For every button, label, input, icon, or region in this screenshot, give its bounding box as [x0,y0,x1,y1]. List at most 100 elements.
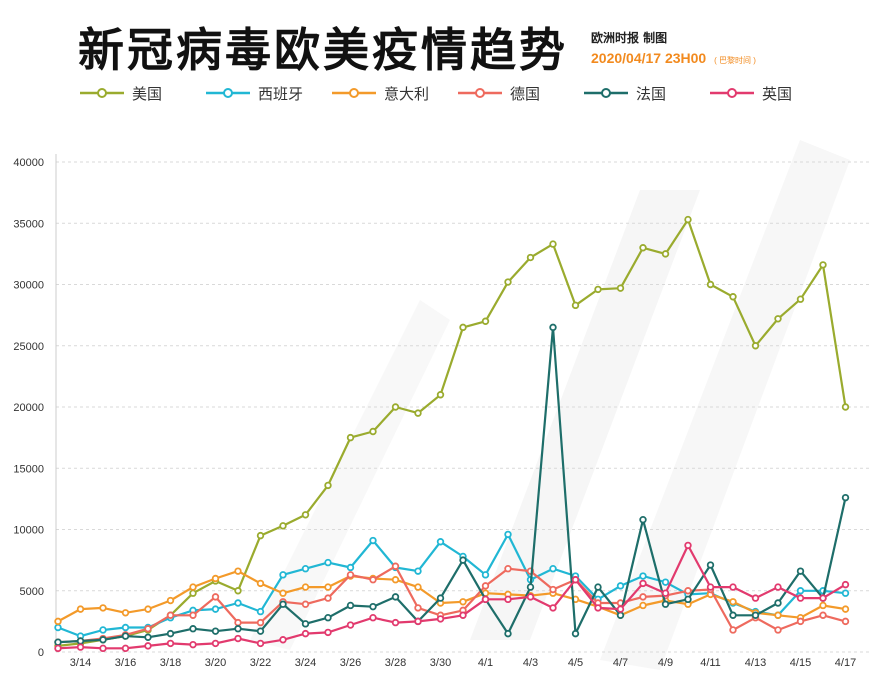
data-point[interactable] [301,565,310,573]
data-point[interactable] [211,627,220,635]
data-point[interactable] [796,295,805,303]
data-point[interactable] [639,572,647,580]
data-point[interactable] [504,629,512,638]
data-point[interactable] [301,600,310,608]
data-point[interactable] [594,583,602,591]
data-point[interactable] [684,587,692,595]
data-point[interactable] [256,579,265,588]
data-point[interactable] [391,618,400,627]
data-point[interactable] [256,607,265,616]
data-point[interactable] [189,625,197,633]
data-point[interactable] [774,611,782,619]
data-point[interactable] [301,629,310,638]
data-point[interactable] [414,409,422,417]
data-point[interactable] [436,615,445,623]
data-point[interactable] [684,595,692,604]
data-point[interactable] [54,623,62,632]
data-point[interactable] [346,621,355,629]
data-point[interactable] [751,342,760,350]
data-point[interactable] [639,579,647,588]
data-point[interactable] [504,278,512,286]
data-point[interactable] [841,403,850,411]
data-point[interactable] [144,625,152,633]
data-point[interactable] [346,601,355,610]
data-point[interactable] [661,600,670,608]
data-point[interactable] [346,433,355,442]
data-point[interactable] [436,391,445,399]
data-point[interactable] [234,599,242,607]
data-point[interactable] [121,609,130,617]
data-point[interactable] [369,427,377,436]
data-point[interactable] [211,593,220,601]
data-point[interactable] [549,604,557,612]
data-point[interactable] [301,620,310,628]
data-point[interactable] [211,574,220,583]
data-point[interactable] [166,596,175,605]
data-point[interactable] [841,493,850,502]
data-point[interactable] [616,284,625,292]
data-point[interactable] [729,626,737,634]
data-point[interactable] [639,593,647,601]
data-point[interactable] [256,618,265,627]
data-point[interactable] [526,253,535,262]
data-point[interactable] [234,587,242,595]
data-point[interactable] [54,638,62,646]
data-point[interactable] [166,629,175,638]
data-point[interactable] [706,583,715,591]
data-point[interactable] [481,317,490,325]
data-point[interactable] [324,481,332,490]
data-point[interactable] [459,556,467,564]
data-point[interactable] [504,530,512,539]
data-point[interactable] [256,639,265,648]
data-point[interactable] [549,323,557,332]
data-point[interactable] [346,571,355,579]
data-point[interactable] [571,629,580,638]
data-point[interactable] [279,571,287,579]
data-point[interactable] [54,644,62,653]
data-point[interactable] [729,598,737,606]
data-point[interactable] [189,640,197,649]
data-point[interactable] [774,626,782,634]
legend-item-italy[interactable]: 意大利 [332,82,429,104]
data-point[interactable] [729,583,737,591]
data-point[interactable] [729,293,737,301]
data-point[interactable] [369,602,377,611]
data-point[interactable] [684,215,692,224]
data-point[interactable] [256,627,265,635]
data-point[interactable] [279,589,287,597]
data-point[interactable] [504,595,512,604]
data-point[interactable] [301,511,310,519]
data-point[interactable] [841,589,850,597]
data-point[interactable] [166,639,175,648]
data-point[interactable] [796,594,805,602]
data-point[interactable] [279,636,287,644]
data-point[interactable] [99,626,107,634]
data-point[interactable] [684,541,692,550]
data-point[interactable] [549,585,557,594]
data-point[interactable] [189,589,197,597]
data-point[interactable] [234,618,242,627]
data-point[interactable] [256,531,265,540]
data-point[interactable] [571,301,580,310]
data-point[interactable] [121,623,130,632]
data-point[interactable] [76,637,85,645]
data-point[interactable] [301,583,310,591]
data-point[interactable] [414,604,422,612]
legend-item-spain[interactable]: 西班牙 [206,82,303,104]
data-point[interactable] [639,601,647,610]
data-point[interactable] [819,601,827,610]
data-point[interactable] [414,567,422,575]
data-point[interactable] [414,617,422,626]
data-point[interactable] [616,582,625,590]
data-point[interactable] [796,567,805,575]
data-point[interactable] [436,594,445,602]
data-point[interactable] [324,628,332,637]
data-point[interactable] [819,611,827,619]
data-point[interactable] [324,614,332,622]
data-point[interactable] [459,323,467,332]
data-point[interactable] [571,576,580,584]
data-point[interactable] [144,633,152,641]
data-point[interactable] [391,403,400,411]
data-point[interactable] [549,240,557,248]
data-point[interactable] [639,244,647,252]
